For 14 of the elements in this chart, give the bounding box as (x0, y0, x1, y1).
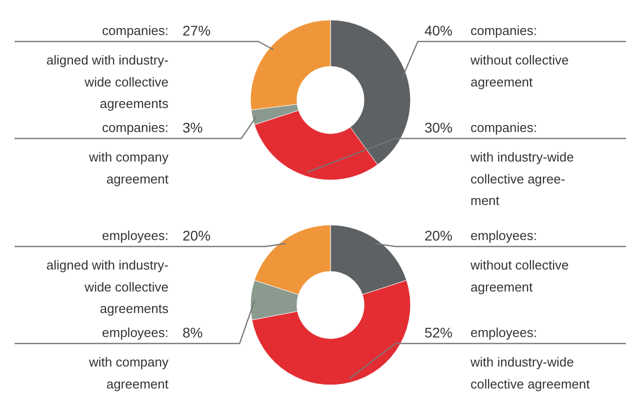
slice-label: companies: with company agreement (88, 120, 169, 186)
slice-label: employees: with industry-wide collective agreement (470, 325, 590, 392)
data-label: 20% (424, 228, 453, 244)
data-label: 30% (424, 120, 453, 136)
slice-label: employees: without collective agreement (470, 228, 569, 294)
data-label: 52% (424, 324, 453, 340)
data-label: 8% (182, 324, 203, 340)
data-label: 40% (424, 22, 453, 38)
data-label: 20% (182, 228, 211, 244)
data-label: 3% (182, 120, 203, 136)
slice-label: companies: without collective agreement (470, 23, 569, 90)
slice-label: companies: with industry-wide collective agree- ment (470, 120, 574, 208)
slice-label: employees: with company agreement (88, 325, 169, 392)
data-label: 27% (182, 22, 211, 38)
